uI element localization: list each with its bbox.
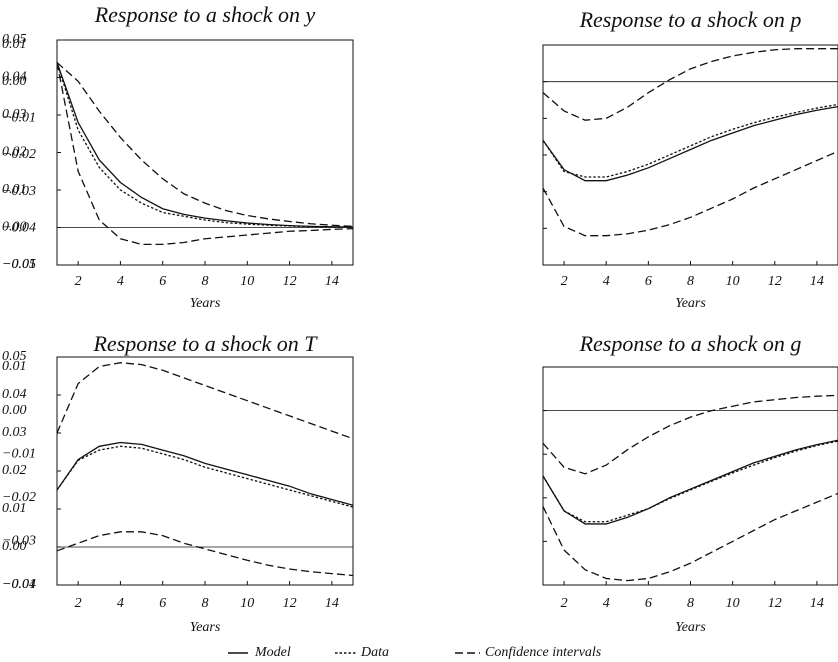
x-tick-label: 8 bbox=[202, 596, 209, 611]
x-tick-label: 8 bbox=[687, 274, 694, 289]
y-tick-label: 0.02 bbox=[2, 145, 27, 160]
y-tick-label: 0.04 bbox=[2, 387, 27, 402]
y-tick-label: −0.01 bbox=[2, 577, 36, 592]
chart-title: Response to a shock on p bbox=[579, 7, 802, 32]
x-tick-label: 10 bbox=[240, 596, 254, 611]
line-model bbox=[56, 441, 354, 506]
y-tick-label: 0.03 bbox=[2, 425, 27, 440]
line-ci-lower bbox=[542, 492, 838, 582]
y-tick-label: 0.01 bbox=[2, 37, 27, 52]
y-tick-label: 0.05 bbox=[2, 32, 27, 47]
x-tick-label: 2 bbox=[75, 274, 82, 289]
plot-frame bbox=[542, 366, 838, 586]
y-tick-label: 0.04 bbox=[2, 70, 27, 85]
line-ci-upper bbox=[542, 48, 838, 121]
x-tick-label: 10 bbox=[726, 596, 740, 611]
line-ci-upper bbox=[542, 394, 838, 475]
line-ci-lower bbox=[542, 150, 838, 237]
x-tick-label: 6 bbox=[159, 274, 166, 289]
y-tick-label: −0.05 bbox=[2, 257, 36, 272]
x-tick-label: 14 bbox=[810, 274, 824, 289]
y-tick-label: −0.03 bbox=[2, 184, 36, 199]
y-tick-label: −0.03 bbox=[2, 534, 36, 549]
line-data bbox=[56, 62, 354, 229]
x-tick-label: 10 bbox=[726, 274, 740, 289]
y-tick-label: 0.00 bbox=[2, 539, 27, 554]
y-tick-label: −0.02 bbox=[2, 490, 36, 505]
x-tick-label: 2 bbox=[561, 274, 568, 289]
x-tick-label: 12 bbox=[283, 274, 297, 289]
x-tick-label: 12 bbox=[768, 596, 782, 611]
x-tick-label: 4 bbox=[603, 274, 610, 289]
x-tick-label: 10 bbox=[240, 274, 254, 289]
x-tick-label: 12 bbox=[283, 596, 297, 611]
y-tick-label: 0.00 bbox=[2, 220, 27, 235]
line-model bbox=[542, 105, 838, 182]
x-tick-label: 4 bbox=[603, 596, 610, 611]
x-tick-label: 6 bbox=[159, 596, 166, 611]
x-axis-label: Years bbox=[190, 620, 221, 635]
y-tick-label: 0.00 bbox=[2, 403, 27, 418]
x-axis-label: Years bbox=[675, 296, 706, 311]
chart-title: Response to a shock on g bbox=[579, 331, 802, 356]
y-tick-label: 0.01 bbox=[2, 501, 27, 516]
line-ci-lower bbox=[56, 531, 354, 577]
plot-frame bbox=[56, 39, 354, 266]
y-tick-label: 0.02 bbox=[2, 463, 27, 478]
y-tick-label: −0.04 bbox=[2, 221, 36, 236]
line-ci-lower bbox=[56, 62, 354, 246]
line-ci-upper bbox=[56, 362, 354, 440]
y-tick-label: −0.01 bbox=[2, 446, 36, 461]
y-tick-label: −0.01 bbox=[2, 257, 36, 272]
line-ci-upper bbox=[56, 62, 354, 228]
x-tick-label: 8 bbox=[687, 596, 694, 611]
x-tick-label: 14 bbox=[325, 596, 339, 611]
chart-title: Response to a shock on T bbox=[92, 331, 318, 356]
legend-label: Model bbox=[254, 645, 291, 660]
x-tick-label: 14 bbox=[810, 596, 824, 611]
x-axis-label: Years bbox=[190, 296, 221, 311]
x-tick-label: 6 bbox=[645, 274, 652, 289]
x-tick-label: 12 bbox=[768, 274, 782, 289]
chart-title: Response to a shock on y bbox=[94, 2, 316, 27]
y-tick-label: −0.01 bbox=[2, 111, 36, 126]
plot-frame bbox=[542, 44, 838, 266]
line-data bbox=[542, 440, 838, 523]
y-tick-label: 0.00 bbox=[2, 74, 27, 89]
plot-frame bbox=[56, 356, 354, 586]
y-tick-label: −0.02 bbox=[2, 147, 36, 162]
x-tick-label: 8 bbox=[202, 274, 209, 289]
legend-label: Data bbox=[360, 645, 389, 660]
y-tick-label: −0.04 bbox=[2, 577, 36, 592]
line-model bbox=[542, 439, 838, 525]
x-tick-label: 4 bbox=[117, 274, 124, 289]
y-tick-label: 0.05 bbox=[2, 349, 27, 364]
y-tick-label: 0.03 bbox=[2, 107, 27, 122]
legend-label: Confidence intervals bbox=[485, 645, 602, 660]
y-tick-label: 0.01 bbox=[2, 359, 27, 374]
x-tick-label: 14 bbox=[325, 274, 339, 289]
x-tick-label: 4 bbox=[117, 596, 124, 611]
x-axis-label: Years bbox=[675, 620, 706, 635]
x-tick-label: 2 bbox=[75, 596, 82, 611]
line-data bbox=[56, 445, 354, 508]
y-tick-label: 0.01 bbox=[2, 182, 27, 197]
x-tick-label: 2 bbox=[561, 596, 568, 611]
x-tick-label: 6 bbox=[645, 596, 652, 611]
